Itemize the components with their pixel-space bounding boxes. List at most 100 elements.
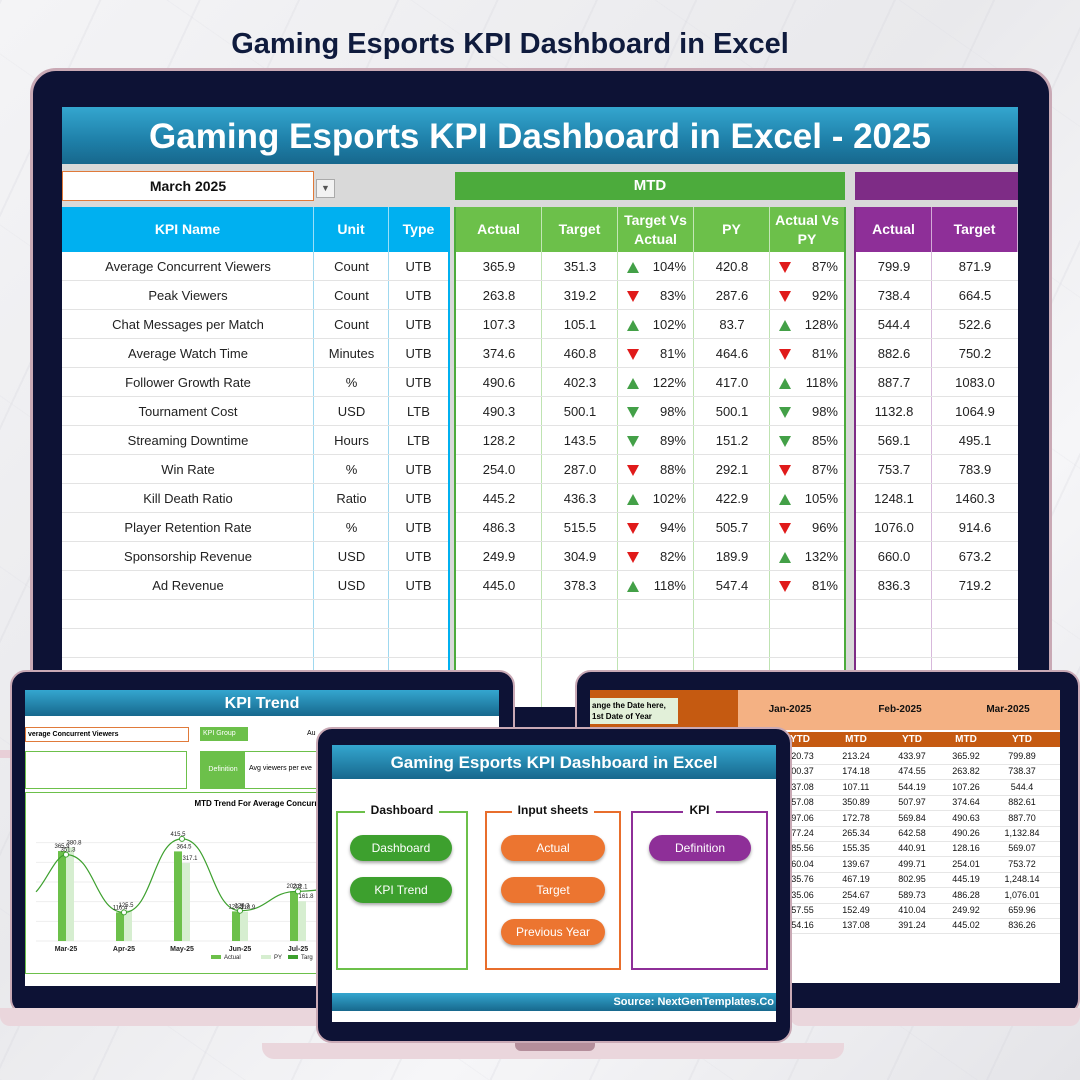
row-divider (786, 764, 1060, 765)
data-label: 202.1 (292, 884, 308, 890)
row-divider (786, 933, 1060, 935)
header-type: Type (389, 207, 448, 252)
table-row: 490.6 402.3 122% 118% 417.0 (456, 368, 844, 397)
arrow-up-icon (627, 378, 639, 390)
previous-year-button[interactable]: Previous Year (501, 919, 605, 945)
data-cell: 440.91 (898, 843, 926, 854)
target-vs-actual-percent: 88% (659, 462, 686, 477)
group-kpi: KPI Definition (631, 803, 768, 970)
data-cell: 174.18 (842, 766, 870, 777)
definition-label: Definition (201, 752, 245, 788)
ytd-actual: 836.3 (877, 578, 911, 593)
kpi-unit: % (345, 462, 358, 477)
header-kpi-name: KPI Name (62, 207, 314, 252)
data-cell: 1,132.84 (1004, 828, 1040, 838)
data-cell: 360.04 (786, 858, 814, 869)
chevron-down-icon[interactable]: ▼ (316, 179, 335, 198)
mtd-py: 505.7 (715, 520, 749, 535)
ytd-target: 914.6 (958, 520, 992, 535)
kpi-name: Tournament Cost (138, 404, 238, 419)
kpi-type: UTB (405, 317, 432, 332)
table-row: Tournament Cost USD LTB (62, 397, 448, 426)
kpi-select-dropdown[interactable]: verage Concurrent Viewers (25, 727, 189, 742)
ytd-actual: 1248.1 (874, 491, 914, 506)
month-selector[interactable]: March 2025 (62, 171, 314, 201)
actual-vs-py-percent: 81% (811, 578, 838, 593)
arrow-up-icon (779, 552, 791, 564)
definition-button[interactable]: Definition (649, 835, 751, 861)
dashboard-banner: Gaming Esports KPI Dashboard in Excel - … (62, 107, 1018, 164)
mtd-target: 105.1 (563, 317, 597, 332)
header-unit: Unit (314, 207, 389, 252)
row-divider (786, 918, 1060, 919)
ytd-actual: 1076.0 (874, 520, 914, 535)
kpi-name: Ad Revenue (152, 578, 224, 593)
status-arrow-icon (626, 397, 640, 425)
date-note-line1: ange the Date here, (592, 701, 666, 710)
ytd-actual: 799.9 (877, 259, 911, 274)
mtd-target: 378.3 (563, 578, 597, 593)
kpi-name: Average Concurrent Viewers (105, 259, 271, 274)
kpi-name: Peak Viewers (148, 288, 228, 303)
mtd-actual: 128.2 (482, 433, 516, 448)
actual-vs-py-percent: 98% (811, 404, 838, 419)
data-cell: 490.63 (952, 812, 980, 823)
ytd-target: 1460.3 (955, 491, 995, 506)
status-arrow-icon (626, 571, 640, 599)
dashboard-button[interactable]: Dashboard (350, 835, 452, 861)
kpi-trend-button[interactable]: KPI Trend (350, 877, 452, 903)
table-row: 445.0 378.3 118% 81% 547.4 (456, 571, 844, 600)
mtd-actual: 490.6 (482, 375, 516, 390)
data-cell: 157.08 (786, 797, 814, 808)
status-arrow-icon (778, 368, 792, 396)
actual-vs-py-percent: 105% (804, 491, 838, 506)
data-cell: 220.73 (786, 751, 814, 761)
arrow-down-icon (779, 523, 791, 535)
data-cell: 107.11 (842, 781, 870, 792)
status-arrow-icon (778, 513, 792, 541)
data-cell: 887.70 (1008, 812, 1036, 823)
target-vs-actual-percent: 122% (652, 375, 686, 390)
kpi-unit: % (345, 375, 358, 390)
month-mar: Mar-2025 (986, 704, 1030, 715)
table-row: 799.9 871.9 (856, 252, 1018, 281)
status-arrow-icon (626, 542, 640, 570)
table-row: 1076.0 914.6 (856, 513, 1018, 542)
table-row: Sponsorship Revenue USD UTB (62, 542, 448, 571)
mtd-target: 402.3 (563, 375, 597, 390)
mtd-actual: 445.0 (482, 578, 516, 593)
ytd-actual: 882.6 (877, 346, 911, 361)
data-label: 125.5 (118, 903, 134, 909)
mtd-py: 420.8 (715, 259, 749, 274)
arrow-down-icon (627, 407, 639, 419)
actual-bar (290, 891, 298, 941)
data-cell: 257.55 (786, 905, 814, 915)
arrow-down-icon (779, 407, 791, 419)
data-cell: 374.64 (952, 797, 980, 808)
arrow-down-icon (779, 262, 791, 274)
kpi-unit: % (345, 520, 358, 535)
kpi-unit: Count (334, 259, 369, 274)
data-cell: 544.19 (898, 781, 926, 792)
legend-label: Actual (224, 955, 241, 961)
data-label: 351.3 (60, 848, 76, 854)
sub-header: MTD (845, 734, 867, 745)
data-cell: 263.82 (952, 766, 980, 777)
ytd-target: 673.2 (958, 549, 992, 564)
target-button[interactable]: Target (501, 877, 605, 903)
mtd-actual: 374.6 (482, 346, 516, 361)
ytd-target: 783.9 (958, 462, 992, 477)
header-mtd-actual: Actual (456, 207, 542, 252)
header-py: PY (694, 207, 770, 252)
actual-button[interactable]: Actual (501, 835, 605, 861)
sub-header: YTD (902, 734, 922, 745)
table-row: 836.3 719.2 (856, 571, 1018, 600)
ytd-actual: 738.4 (877, 288, 911, 303)
table-row: 1132.8 1064.9 (856, 397, 1018, 426)
kpi-type: UTB (405, 462, 432, 477)
actual-vs-py-percent: 128% (804, 317, 838, 332)
data-label: 202.8 (286, 884, 302, 890)
legend-swatch (288, 955, 298, 959)
data-cell: 410.04 (898, 905, 926, 915)
data-cell: 569.07 (1008, 843, 1036, 854)
